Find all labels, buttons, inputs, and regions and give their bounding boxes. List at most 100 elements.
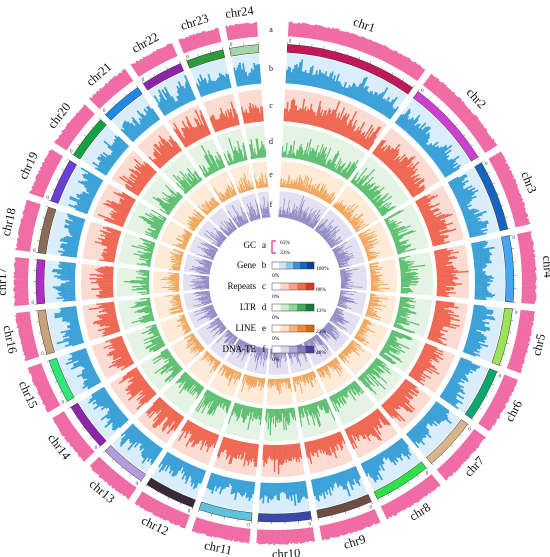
gene-bar: [344, 469, 354, 491]
dnate-bar: [205, 249, 216, 255]
repeats-bar: [105, 335, 123, 343]
ltr-bar: [316, 401, 319, 406]
gc-bar: [73, 440, 87, 452]
gene-bar: [342, 87, 347, 96]
ltr-bar: [388, 225, 397, 230]
ltr-bar: [191, 384, 201, 396]
gene-bar: [241, 69, 246, 86]
repeats-bar: [227, 117, 232, 128]
legend-label: Gene: [237, 260, 256, 270]
gc-bar: [82, 105, 94, 117]
ltr-bar: [399, 263, 408, 266]
ltr-bar: [296, 150, 299, 159]
dnate-bar: [230, 338, 240, 353]
ltr-bar: [241, 405, 246, 418]
line-bar: [334, 204, 338, 208]
ltr-bar: [372, 201, 377, 205]
dnate-bar: [326, 323, 333, 329]
repeats-bar: [430, 326, 449, 333]
legend-min: 33%: [280, 250, 291, 256]
scale-tick: [103, 450, 106, 453]
gc-bar: [178, 512, 185, 526]
gc-bar: [14, 285, 29, 288]
gc-bar: [24, 354, 40, 362]
gc-bar: [24, 207, 39, 214]
line-bar: [232, 370, 237, 379]
dnate-bar: [238, 341, 245, 354]
gene-bar: [298, 59, 304, 85]
ltr-bar: [227, 402, 236, 424]
ltr-bar: [190, 185, 194, 188]
line-bar: [238, 189, 241, 194]
colorbar-swatch: [272, 325, 281, 332]
gc-bar: [505, 189, 520, 197]
gene-bar: [380, 452, 385, 458]
ltr-bar: [141, 284, 150, 287]
line-bar: [169, 256, 182, 261]
ltr-bar: [165, 210, 171, 214]
gc-bar: [236, 23, 241, 39]
line-bar: [320, 190, 326, 199]
repeats-bar: [298, 443, 303, 459]
repeats-bar: [184, 422, 194, 439]
gene-bar: [198, 85, 204, 97]
repeats-bar: [320, 109, 328, 128]
gc-bar: [478, 421, 491, 432]
gc-bar: [516, 333, 530, 338]
ltr-bar: [154, 229, 160, 233]
gc-bar: [89, 97, 101, 110]
ltr-bar: [386, 340, 402, 349]
tick-label: 0: [515, 311, 518, 316]
gene-bar: [172, 459, 183, 478]
line-bar: [247, 181, 251, 191]
gc-bar: [354, 36, 362, 50]
dnate-bar: [340, 275, 350, 277]
dnate-bar: [292, 210, 296, 220]
gc-bar: [521, 260, 536, 264]
ltr-bar: [371, 194, 381, 203]
line-bar: [175, 238, 188, 245]
gene-bar: [234, 479, 240, 501]
gene-bar: [59, 239, 79, 245]
dnate-bar: [276, 348, 279, 369]
gene-bar: [165, 99, 174, 112]
dnate-bar: [215, 320, 221, 325]
gene-bar: [428, 147, 440, 157]
line-bar: [189, 226, 196, 231]
line-bar: [183, 319, 187, 322]
line-bar: [185, 329, 192, 334]
gc-bar: [479, 137, 493, 147]
gene-bar: [175, 101, 181, 108]
gc-bar: [16, 244, 31, 249]
ltr-bar: [222, 399, 228, 410]
line-bar: [281, 184, 283, 188]
ltr-bar: [365, 370, 386, 390]
gc-bar: [349, 34, 357, 49]
line-bar: [329, 361, 336, 370]
gc-bar: [332, 28, 338, 44]
line-bar: [363, 319, 372, 324]
repeats-bar: [314, 106, 322, 127]
gene-bar: [69, 332, 82, 338]
line-bar: [335, 357, 339, 361]
gene-bar: [453, 371, 469, 381]
repeats-bar: [91, 287, 114, 290]
gc-bar: [390, 500, 399, 514]
gene-bar: [474, 296, 486, 299]
ltr-bar: [237, 147, 243, 162]
dnate-bar: [265, 209, 268, 218]
ltr-bar: [160, 349, 169, 355]
dnate-bar: [216, 231, 226, 240]
chromosome-label: chr9: [342, 532, 367, 552]
dnate-bar: [260, 347, 263, 355]
gene-bar: [391, 444, 404, 461]
tick-label: 0: [70, 150, 73, 155]
repeats-bar: [153, 147, 167, 164]
gene-bar: [471, 316, 486, 321]
gc-bar: [330, 28, 336, 43]
repeats-bar: [216, 436, 225, 457]
gc-bar: [14, 277, 29, 280]
line-bar: [205, 351, 209, 354]
gene-bar: [456, 366, 470, 374]
